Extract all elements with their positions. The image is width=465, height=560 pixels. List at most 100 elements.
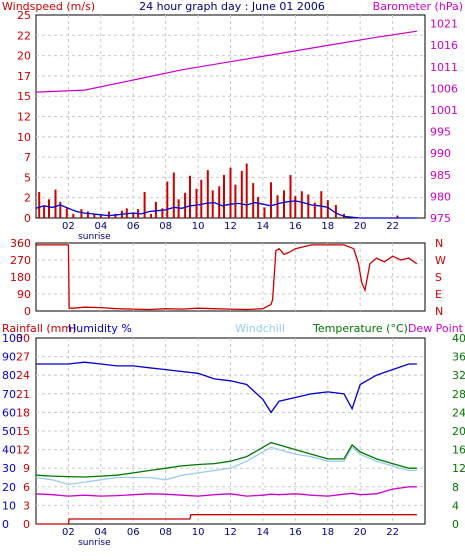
baro-tick-label: 990 [430,147,451,160]
rain-tick-label: 30 [16,332,30,345]
x-tick-label: 08 [159,221,172,232]
wind-tick-label: 0 [24,212,31,225]
wind-tick-label: 5 [24,171,31,184]
chart-title: 24 hour graph day : June 01 2006 [139,0,325,13]
windspeed-bar [143,192,146,218]
rainfall-line [36,514,417,525]
direction-tick-label: 0 [24,305,31,318]
windspeed-bar [294,196,297,218]
rain-tick-label: 24 [16,369,30,382]
humidity-tick-label: 80 [2,369,16,382]
x-tick-label: 22 [386,527,399,538]
windspeed-bar [65,208,68,218]
windspeed-bar [307,194,310,218]
temperature-tick-label: 36 [452,351,465,364]
x-tick-label: 14 [257,221,270,232]
windspeed-bar [154,201,157,218]
windspeed-bar [72,213,75,218]
x-tick-label: 18 [321,221,334,232]
windspeed-bar [93,213,96,218]
windspeed-bar [43,205,46,218]
windspeed-bar [245,163,248,218]
compass-label: N [435,305,443,318]
wind-tick-label: 25 [17,9,31,22]
humidity-tick-label: 40 [2,444,16,457]
temperature-tick-label: 24 [452,406,465,419]
rain-tick-label: 3 [23,499,30,512]
humidity-axis-title: Humidity % [68,322,132,335]
humidity-tick-label: 70 [2,388,16,401]
barometer-axis-title: Barometer (hPa) [373,0,463,13]
x-tick-label: 14 [257,527,270,538]
wind-tick-label: 20 [17,50,31,63]
temperature-tick-label: 28 [452,388,465,401]
wind-tick-label: 10 [17,131,31,144]
dewpoint-axis-title: Dew Point [408,322,464,335]
windspeed-bar [184,192,187,218]
wind-tick-label: 15 [17,90,31,103]
windspeed-bar [300,191,303,218]
humidity-tick-label: 20 [2,481,16,494]
x-tick-label: 20 [354,527,367,538]
windspeed-bar [132,212,135,218]
humidity-tick-label: 10 [2,499,16,512]
x-tick-label: 12 [224,527,237,538]
humidity-tick-label: 60 [2,406,16,419]
humidity-tick-label: 100 [2,332,23,345]
dewpoint-line [35,486,417,497]
x-tick-label: 06 [127,527,140,538]
windspeed-bar [229,167,232,218]
windspeed-bar [240,170,243,218]
temperature-tick-label: 32 [452,369,465,382]
compass-label: N [435,237,443,250]
windspeed-bar [86,211,89,218]
windspeed-bar [177,199,180,218]
direction-tick-label: 360 [10,237,31,250]
baro-tick-label: 1006 [430,82,458,95]
windspeed-bar [114,213,117,218]
wind-axis-title: Windspeed (m/s) [2,0,95,13]
windspeed-bar [189,175,191,218]
baro-tick-label: 1016 [430,39,458,52]
humidity-tick-label: 50 [2,425,16,438]
x-tick-label: 02 [62,527,75,538]
rain-tick-label: 18 [16,406,30,419]
temperature-tick-label: 40 [452,332,465,345]
x-tick-label: 04 [94,527,107,538]
windspeed-bar [166,181,169,218]
x-tick-label: 16 [289,221,302,232]
windspeed-bar [396,215,399,218]
rain-tick-label: 15 [16,425,30,438]
windspeed-bar [320,191,323,218]
windspeed-bar [326,200,329,218]
compass-label: E [435,288,442,301]
windspeed-bar [172,172,175,218]
windspeed-bar [80,209,83,218]
wind-tick-label: 22 [17,29,31,42]
windspeed-bar [206,170,209,218]
x-tick-label: 06 [127,221,140,232]
windspeed-bar [276,195,279,218]
barometer-line [35,30,417,93]
windspeed-bar [107,211,110,218]
rain-tick-label: 12 [16,444,30,457]
windspeed-bar [283,190,285,218]
temperature-tick-label: 20 [452,425,465,438]
humidity-tick-label: 90 [2,351,16,364]
windspeed-bar [99,215,102,218]
baro-tick-label: 995 [430,126,451,139]
temperature-axis-title: Temperature (°C) [312,322,408,335]
windspeed-bar [270,182,272,218]
x-tick-label: 12 [224,221,237,232]
direction-tick-label: 270 [10,254,31,267]
wind-direction-line [36,244,418,311]
windspeed-bar [211,190,214,218]
humidity-tick-label: 30 [2,462,16,475]
avg-wind-line [35,200,417,219]
rain-tick-label: 21 [16,388,30,401]
temperature-tick-label: 12 [452,462,465,475]
windchill-axis-title: Windchill [235,322,285,335]
temperature-tick-label: 0 [452,518,459,531]
x-tick-label: 20 [354,221,367,232]
